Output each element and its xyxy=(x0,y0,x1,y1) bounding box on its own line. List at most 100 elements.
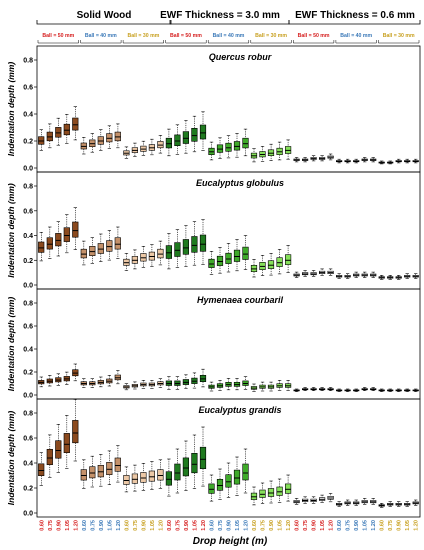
box-body xyxy=(114,457,121,472)
x-tick-label: 0.90 xyxy=(56,520,62,531)
x-tick-label: 0.90 xyxy=(397,520,403,531)
box-body xyxy=(80,248,87,259)
y-axis-label: Indentation depth (mm) xyxy=(6,297,16,392)
box-body xyxy=(191,236,198,253)
box-mark xyxy=(182,225,190,267)
box-mark xyxy=(157,135,164,154)
box-mark xyxy=(182,440,190,491)
box-mark xyxy=(182,374,190,390)
box-mark xyxy=(242,448,249,494)
box-body xyxy=(46,448,53,465)
box-body xyxy=(284,254,292,265)
header-brace-solid-wood xyxy=(36,20,172,25)
box-body xyxy=(55,127,62,138)
x-tick-label: 0.75 xyxy=(133,520,139,531)
x-tick-label: 1.20 xyxy=(158,520,164,531)
panel-title: Quercus robur xyxy=(209,52,272,62)
x-tick-label: 0.90 xyxy=(354,520,360,531)
box-mark xyxy=(174,229,181,269)
ball-label: Ball = 40 mm xyxy=(85,33,117,39)
box-mark xyxy=(378,502,385,508)
box-body xyxy=(174,242,181,257)
box-mark xyxy=(165,458,173,497)
header-group-solid-wood: Solid Wood xyxy=(77,10,132,21)
box-mark xyxy=(335,158,343,164)
box-mark xyxy=(378,274,385,280)
y-tick-label: 0.0 xyxy=(23,166,33,173)
box-mark xyxy=(344,388,351,392)
box-mark xyxy=(387,501,394,507)
box-mark xyxy=(165,128,173,157)
chart-panel: 0.0 0.2 0.4 0.6 0.8 Indentation depth (mm) Que… xyxy=(6,45,421,173)
box-mark xyxy=(225,135,232,159)
y-tick-label: 0.6 xyxy=(23,436,33,443)
x-tick-label: 0.75 xyxy=(261,520,267,531)
box-mark xyxy=(72,207,79,250)
box-mark xyxy=(412,388,419,392)
box-body xyxy=(191,128,198,142)
box-mark xyxy=(208,251,215,275)
panel-frame xyxy=(36,171,421,290)
box-mark xyxy=(199,219,207,265)
box-mark xyxy=(123,146,130,159)
box-body xyxy=(208,258,215,268)
box-mark xyxy=(361,271,368,278)
box-mark xyxy=(140,379,147,389)
box-mark xyxy=(165,233,173,270)
box-body xyxy=(182,239,190,255)
box-body xyxy=(114,237,121,250)
box-mark xyxy=(259,381,266,392)
box-mark xyxy=(106,230,113,261)
box-body xyxy=(199,124,207,140)
ball-group-bracket xyxy=(207,40,250,44)
box-mark xyxy=(199,368,207,388)
x-tick-label: 0.75 xyxy=(388,520,394,531)
box-mark xyxy=(242,376,249,390)
box-mark xyxy=(335,388,343,392)
box-mark xyxy=(310,270,317,277)
box-mark xyxy=(353,388,360,392)
box-mark xyxy=(131,381,139,390)
y-axis-label: Indentation depth (mm) xyxy=(6,183,16,278)
ball-group-bracket xyxy=(335,40,377,44)
box-body xyxy=(157,248,164,259)
box-mark xyxy=(327,268,334,277)
box-mark xyxy=(114,123,121,149)
box-mark xyxy=(123,383,130,391)
box-mark xyxy=(284,139,292,160)
x-tick-label: 0.75 xyxy=(218,520,224,531)
ball-label: Ball = 30 mm xyxy=(383,33,415,39)
box-mark xyxy=(72,363,79,382)
box-mark xyxy=(361,157,368,163)
box-mark xyxy=(395,388,402,392)
box-mark xyxy=(191,372,198,389)
y-tick-label: 0.4 xyxy=(23,112,33,119)
x-tick-label: 0.60 xyxy=(295,520,301,531)
box-mark xyxy=(293,498,300,505)
box-mark xyxy=(38,129,45,151)
box-body xyxy=(259,489,266,498)
box-mark xyxy=(148,379,156,389)
box-mark xyxy=(293,157,300,163)
box-body xyxy=(106,133,113,143)
x-tick-label: 0.90 xyxy=(184,520,190,531)
box-mark xyxy=(191,115,198,153)
box-mark xyxy=(404,388,411,392)
box-mark xyxy=(310,496,317,504)
box-mark xyxy=(250,258,258,278)
box-mark xyxy=(46,226,53,259)
header-brace-ewf-06mm xyxy=(288,20,421,25)
y-tick-label: 0.6 xyxy=(23,324,33,331)
box-mark xyxy=(106,125,113,149)
box-mark xyxy=(412,499,419,506)
box-body xyxy=(199,446,207,470)
box-body xyxy=(216,478,224,491)
box-mark xyxy=(123,466,130,493)
box-mark xyxy=(140,462,147,491)
box-mark xyxy=(114,370,121,385)
box-mark xyxy=(114,445,121,483)
x-tick-label: 1.05 xyxy=(107,520,113,531)
box-mark xyxy=(148,138,156,156)
box-mark xyxy=(404,273,411,279)
box-mark xyxy=(387,274,394,280)
